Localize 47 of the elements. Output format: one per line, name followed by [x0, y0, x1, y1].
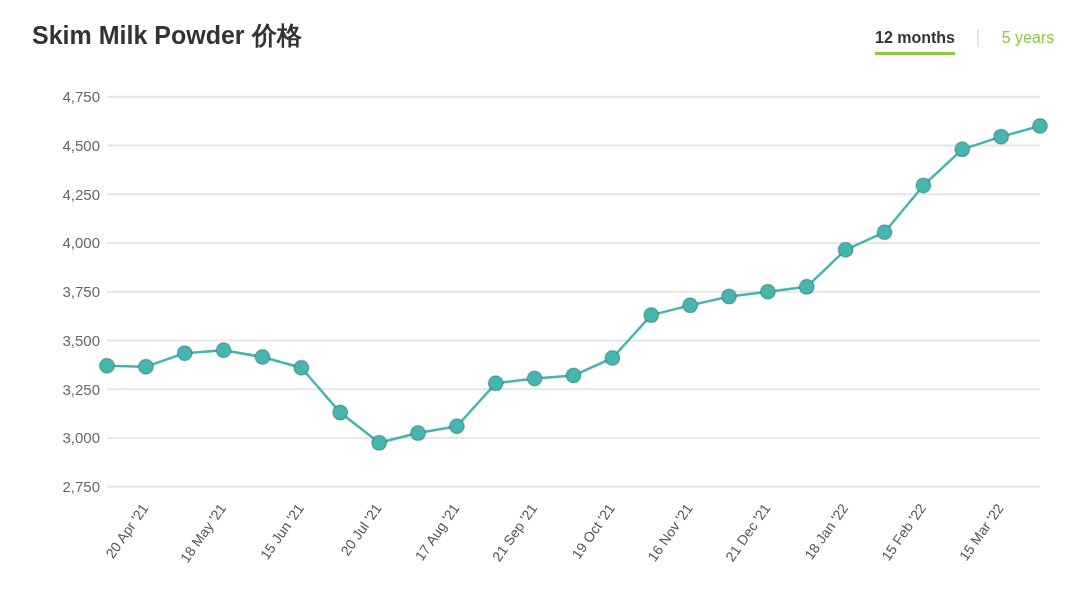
point — [720, 288, 738, 305]
y-tick-label: 3,250 — [62, 380, 100, 398]
y-tick-label: 3,000 — [62, 429, 100, 447]
y-tick-label: 4,250 — [62, 185, 100, 203]
point — [1031, 117, 1049, 135]
x-tick-label: 18 Jan '22 — [801, 500, 852, 563]
point — [487, 375, 504, 392]
point — [954, 141, 971, 158]
point — [370, 434, 388, 452]
y-tick-label: 3,500 — [62, 331, 100, 349]
point — [837, 241, 854, 259]
x-tick-label: 21 Sep '21 — [488, 500, 541, 565]
y-tick-label: 2,750 — [62, 478, 100, 496]
point — [332, 404, 349, 421]
x-tick-label: 15 Feb '22 — [878, 500, 929, 564]
point — [759, 283, 777, 300]
point — [643, 306, 660, 324]
point — [992, 128, 1010, 145]
point — [293, 359, 310, 376]
point — [798, 278, 815, 296]
text: 12 months — [874, 29, 956, 46]
point — [915, 177, 932, 194]
x-tick-label: 15 Jun '21 — [256, 500, 307, 563]
x-tick-label: 17 Aug '21 — [411, 500, 463, 564]
point — [565, 367, 582, 384]
point — [681, 297, 699, 314]
y-tick-label: 3,750 — [62, 283, 100, 301]
x-tick-label: 21 Dec '21 — [722, 500, 774, 565]
text: 5 years — [1001, 29, 1055, 46]
point — [254, 348, 271, 366]
point — [526, 370, 543, 387]
point — [176, 344, 193, 362]
point — [137, 358, 155, 376]
x-tick-label: 20 Jul '21 — [337, 500, 385, 559]
x-tick-label: 19 Oct '21 — [568, 500, 618, 562]
point — [409, 424, 427, 442]
x-tick-label: 15 Mar '22 — [955, 500, 1007, 564]
point — [215, 341, 232, 359]
chart-title: Skim Milk Powder 价格 — [32, 21, 302, 49]
point — [448, 418, 466, 435]
y-tick-label: 4,000 — [62, 234, 100, 252]
point — [876, 223, 893, 241]
point — [98, 357, 116, 375]
x-tick-label: 20 Apr '21 — [102, 500, 152, 562]
y-tick-label: 4,750 — [62, 88, 100, 106]
point — [604, 349, 621, 367]
y-tick-label: 4,500 — [62, 136, 100, 154]
